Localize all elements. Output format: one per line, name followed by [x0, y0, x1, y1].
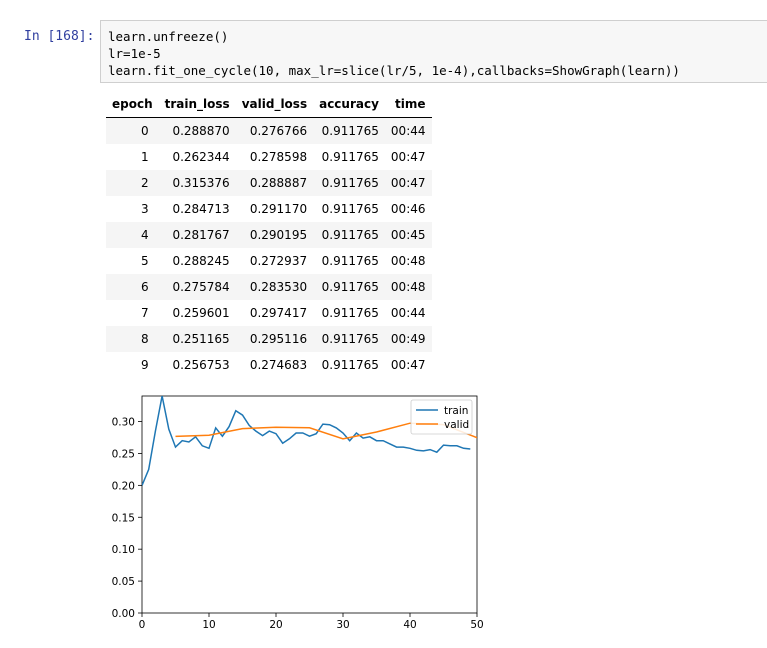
x-tick-label: 10 [202, 619, 215, 631]
table-header-row: epoch train_loss valid_loss accuracy tim… [106, 91, 432, 118]
epoch-cell: 8 [106, 326, 159, 352]
time-cell: 00:45 [384, 222, 432, 248]
legend-label-valid: valid [444, 419, 469, 431]
time-cell: 00:49 [384, 326, 432, 352]
time-cell: 00:47 [390, 150, 426, 164]
valid-loss-cell: 0.274683 [249, 358, 308, 372]
table-row: 2 0.315376 0.288887 0.911765 00:47 [106, 170, 432, 196]
table-row: 1 0.262344 0.278598 0.911765 00:47 [106, 144, 432, 170]
code-line: learn.unfreeze() [108, 29, 229, 44]
column-header-train-loss: train_loss [158, 91, 236, 118]
accuracy-cell: 0.911765 [321, 306, 379, 320]
y-tick-label: 0.10 [112, 544, 135, 556]
epoch-cell: 6 [106, 274, 159, 300]
accuracy-cell: 0.911765 [321, 150, 379, 164]
time-cell: 00:48 [390, 254, 426, 268]
y-tick-label: 0.00 [112, 608, 135, 620]
valid-loss-cell: 0.290195 [235, 222, 314, 248]
accuracy-cell: 0.911765 [313, 326, 385, 352]
train-loss-cell: 0.281767 [158, 222, 236, 248]
train-loss-cell: 0.251165 [158, 326, 236, 352]
valid-loss-cell: 0.278598 [249, 150, 308, 164]
table-row: 9 0.256753 0.274683 0.911765 00:47 [106, 352, 432, 378]
time-cell: 00:47 [390, 358, 426, 372]
x-tick-label: 30 [336, 619, 349, 631]
epoch-cell: 5 [141, 254, 149, 268]
x-tick-label: 0 [139, 619, 146, 631]
accuracy-cell: 0.911765 [313, 170, 385, 196]
valid-loss-cell: 0.295116 [235, 326, 314, 352]
table-row: 5 0.288245 0.272937 0.911765 00:48 [106, 248, 432, 274]
valid-loss-cell: 0.291170 [249, 202, 308, 216]
y-tick-label: 0.30 [112, 417, 135, 429]
x-tick-label: 20 [269, 619, 282, 631]
valid-loss-cell: 0.272937 [249, 254, 308, 268]
table-body: 0 0.288870 0.276766 0.911765 00:44 1 0.262344 0… [106, 117, 432, 379]
legend-box [410, 399, 473, 435]
epoch-cell: 3 [141, 202, 149, 216]
accuracy-cell: 0.911765 [321, 254, 379, 268]
train-loss-cell: 0.256753 [172, 358, 230, 372]
y-tick-label: 0.20 [112, 480, 135, 492]
accuracy-cell: 0.911765 [313, 117, 385, 144]
loss-chart: 0 10 20 30 40 500.000.050.100.150.200.250.30 … [112, 395, 484, 631]
training-results-table: epoch train_loss valid_loss accuracy tim… [106, 91, 432, 378]
epoch-cell: 9 [141, 358, 149, 372]
plot-frame [141, 395, 478, 614]
epoch-cell: 1 [141, 150, 149, 164]
table-row: 8 0.251165 0.295116 0.911765 00:49 [106, 326, 432, 352]
train-loss-cell: 0.275784 [158, 274, 236, 300]
table-row: 4 0.281767 0.290195 0.911765 00:45 [106, 222, 432, 248]
train-loss-cell: 0.284713 [172, 202, 230, 216]
epoch-cell: 4 [106, 222, 159, 248]
valid-loss-cell: 0.297417 [249, 306, 308, 320]
code-cell-input[interactable]: learn.unfreeze() lr=1e-5 learn.fit_one_c… [100, 20, 767, 83]
time-cell: 00:46 [390, 202, 426, 216]
legend-label-train: train [444, 405, 468, 417]
train-loss-cell: 0.288870 [158, 117, 236, 144]
epoch-cell: 0 [106, 117, 159, 144]
accuracy-cell: 0.911765 [321, 358, 379, 372]
table-row: 7 0.259601 0.297417 0.911765 00:44 [106, 300, 432, 326]
epoch-cell: 7 [141, 306, 149, 320]
table-row: 6 0.275784 0.283530 0.911765 00:48 [106, 274, 432, 300]
x-tick-label: 40 [403, 619, 416, 631]
cell-prompt: In [168]: [24, 29, 95, 44]
code-line: learn.fit_one_cycle(10, max_lr=slice(lr/… [108, 63, 680, 78]
valid-loss-cell: 0.288887 [235, 170, 314, 196]
y-tick-label: 0.25 [112, 448, 135, 460]
train-loss-cell: 0.288245 [172, 254, 230, 268]
series-line-train [142, 396, 471, 486]
train-loss-cell: 0.315376 [158, 170, 236, 196]
column-header-valid-loss: valid_loss [235, 91, 314, 118]
y-tick-label: 0.05 [112, 576, 135, 588]
chart-legend: train valid [410, 399, 473, 435]
column-header-epoch: epoch [106, 91, 159, 118]
valid-loss-cell: 0.283530 [235, 274, 314, 300]
train-loss-cell: 0.259601 [172, 306, 230, 320]
time-cell: 00:48 [384, 274, 432, 300]
column-header-accuracy: accuracy [313, 91, 385, 118]
y-tick-label: 0.15 [112, 512, 135, 524]
accuracy-cell: 0.911765 [313, 274, 385, 300]
column-header-time: time [384, 91, 432, 118]
epoch-cell: 2 [106, 170, 159, 196]
time-cell: 00:44 [384, 117, 432, 144]
accuracy-cell: 0.911765 [313, 222, 385, 248]
time-cell: 00:47 [384, 170, 432, 196]
x-tick-label: 50 [470, 619, 483, 631]
train-loss-cell: 0.262344 [172, 150, 230, 164]
code-editor[interactable]: learn.unfreeze() lr=1e-5 learn.fit_one_c… [108, 28, 680, 79]
code-line: lr=1e-5 [108, 46, 161, 61]
valid-loss-cell: 0.276766 [235, 117, 314, 144]
accuracy-cell: 0.911765 [321, 202, 379, 216]
chart-axes: 0 10 20 30 40 50 0.00 0.05 0.10 0.15 0.20 0.25 0.30 [112, 395, 484, 631]
time-cell: 00:44 [390, 306, 426, 320]
table-row: 3 0.284713 0.291170 0.911765 00:46 [106, 196, 432, 222]
table-row: 0 0.288870 0.276766 0.911765 00:44 [106, 117, 432, 144]
